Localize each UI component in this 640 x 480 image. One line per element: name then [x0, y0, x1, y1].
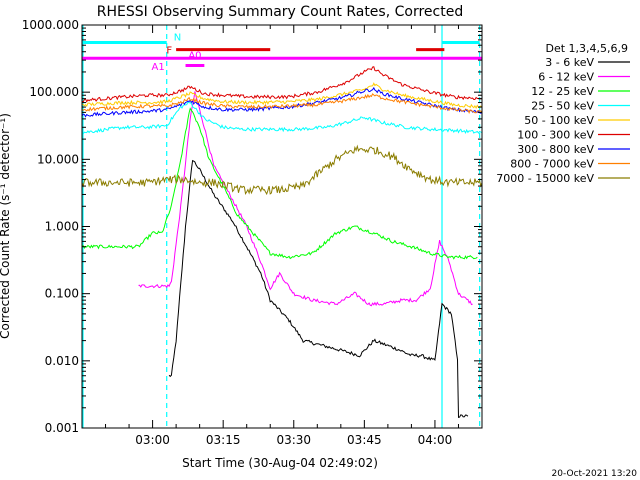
y-axis: 1000.000 100.000 10.000 1.000 0.100 0.010 0.00… [22, 18, 482, 435]
y-tick-label: 0.001 [45, 421, 79, 435]
legend-entry-label: 6 - 12 keV [538, 71, 594, 84]
annotation-layer: NF A0 A1 [82, 25, 482, 428]
flag-label: F [166, 46, 172, 57]
plot-frame [81, 24, 483, 429]
x-tick-label: 03:00 [135, 433, 170, 447]
legend-entry-label: 800 - 7000 keV [510, 158, 594, 171]
y-tick-label: 0.010 [45, 354, 79, 368]
series-line-6 [81, 86, 483, 118]
y-tick-label: 0.100 [45, 287, 79, 301]
series-line-8 [81, 144, 483, 196]
legend-entry-label: 50 - 100 keV [524, 114, 594, 127]
flag-label: N [174, 32, 181, 43]
series-line-7 [81, 93, 483, 114]
legend-entry-label: 12 - 25 keV [531, 85, 594, 98]
legend-entry-label: 25 - 50 keV [531, 100, 594, 113]
x-tick-label: 04:00 [418, 433, 453, 447]
flag-label: A1 [152, 62, 165, 73]
series-line-4 [81, 82, 483, 109]
x-axis-label: Start Time (30-Aug-04 02:49:02) [182, 456, 378, 470]
legend-title: Det 1,3,4,5,6,9 [545, 42, 628, 55]
y-axis-label: Corrected Count Rate (s⁻¹ detector⁻¹) [0, 113, 12, 339]
y-tick-label: 1000.000 [22, 18, 79, 32]
y-tick-label: 10.000 [37, 152, 79, 166]
legend-entry-label: 100 - 300 keV [517, 129, 594, 142]
series-line-0 [168, 159, 469, 419]
legend-entry-label: 300 - 800 keV [517, 143, 594, 156]
x-tick-label: 03:45 [347, 433, 382, 447]
y-tick-label: 1.000 [45, 220, 79, 234]
legend-entry-label: 7000 - 15000 keV [496, 172, 594, 185]
x-tick-label: 03:15 [206, 433, 241, 447]
series-line-1 [138, 91, 473, 307]
series-line-2 [81, 107, 478, 260]
x-axis: 03:00 03:15 03:30 03:45 04:00 [105, 25, 483, 447]
flag-label: A0 [188, 50, 201, 61]
series-line-3 [82, 101, 483, 135]
chart-title: RHESSI Observing Summary Count Rates, Co… [97, 4, 463, 20]
series-layer [81, 66, 483, 419]
x-tick-label: 03:30 [276, 433, 311, 447]
footer-timestamp: 20-Oct-2021 13:20 [552, 469, 638, 479]
y-tick-label: 100.000 [29, 85, 79, 99]
legend-entry-label: 3 - 6 keV [545, 56, 594, 69]
series-line-5 [81, 66, 483, 103]
